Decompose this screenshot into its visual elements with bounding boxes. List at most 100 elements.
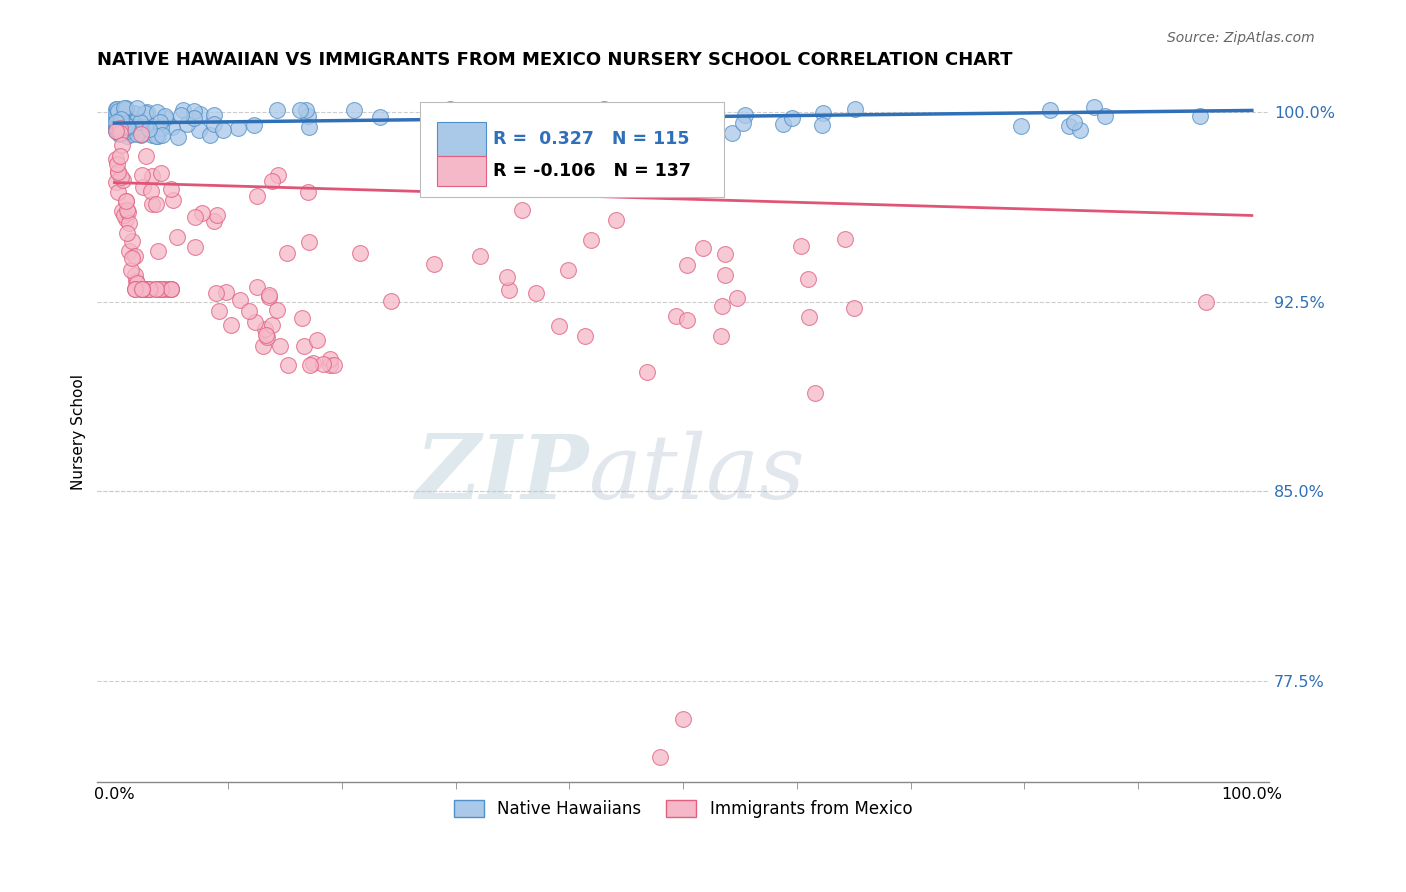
Point [131, 180, 153, 194]
Point [152, 128, 174, 143]
Point [319, 351, 342, 366]
Point [124, 268, 146, 282]
Point [122, 105, 145, 120]
Point [146, 244, 169, 258]
Point [205, 208, 228, 222]
Point [292, 339, 315, 353]
Point [115, 194, 138, 209]
Point [579, 233, 602, 247]
Point [465, 114, 488, 128]
Point [423, 257, 446, 271]
Point [226, 121, 249, 136]
Point [107, 164, 129, 178]
Point [510, 202, 533, 217]
Point [124, 282, 146, 296]
Point [692, 241, 714, 255]
Point [131, 282, 153, 296]
Point [731, 116, 754, 130]
Point [114, 125, 136, 139]
Point [110, 126, 132, 140]
Point [115, 202, 138, 217]
Point [124, 120, 146, 135]
Point [121, 127, 143, 141]
Point [305, 334, 328, 348]
Point [149, 115, 172, 129]
Point [468, 250, 491, 264]
Point [136, 105, 159, 120]
Point [115, 212, 138, 227]
Text: atlas: atlas [589, 431, 806, 517]
Point [105, 107, 128, 121]
Point [134, 105, 156, 120]
Point [451, 103, 474, 117]
Point [672, 712, 695, 726]
Point [120, 263, 142, 277]
Point [138, 120, 160, 135]
Point [676, 125, 699, 139]
Point [380, 293, 402, 308]
Point [107, 122, 129, 136]
Point [115, 119, 138, 133]
Point [191, 206, 214, 220]
Point [200, 128, 222, 142]
Point [124, 120, 146, 135]
FancyBboxPatch shape [437, 156, 486, 186]
Point [269, 339, 291, 353]
Point [797, 310, 820, 324]
Point [110, 112, 132, 126]
Point [129, 114, 152, 128]
Point [118, 216, 141, 230]
Point [299, 358, 322, 372]
Point [208, 304, 231, 318]
Point [120, 113, 142, 128]
Point [160, 120, 183, 134]
Point [112, 209, 135, 223]
Point [370, 110, 392, 124]
Text: NATIVE HAWAIIAN VS IMMIGRANTS FROM MEXICO NURSERY SCHOOL CORRELATION CHART: NATIVE HAWAIIAN VS IMMIGRANTS FROM MEXIC… [97, 51, 1012, 69]
Point [114, 102, 136, 116]
Point [844, 103, 866, 117]
Point [160, 282, 183, 296]
Point [141, 128, 163, 142]
Point [104, 114, 127, 128]
Point [297, 185, 319, 199]
Point [105, 111, 128, 125]
Point [789, 239, 811, 253]
Point [301, 356, 323, 370]
Point [115, 227, 138, 241]
Point [238, 303, 260, 318]
Point [105, 124, 128, 138]
Point [254, 321, 277, 335]
Point [797, 272, 820, 286]
Point [104, 120, 127, 134]
Point [170, 108, 193, 122]
Point [496, 120, 519, 134]
Point [202, 117, 225, 131]
Point [211, 122, 233, 136]
Point [153, 109, 176, 123]
Point [219, 318, 242, 332]
Point [252, 339, 274, 353]
Point [318, 358, 340, 372]
Point [172, 103, 194, 117]
Point [159, 181, 181, 195]
Text: Source: ZipAtlas.com: Source: ZipAtlas.com [1167, 31, 1315, 45]
Point [205, 286, 228, 301]
Text: R =  0.327   N = 115: R = 0.327 N = 115 [494, 130, 690, 148]
Point [804, 385, 827, 400]
Point [714, 268, 737, 282]
Point [772, 117, 794, 131]
Point [295, 103, 318, 118]
Point [636, 127, 658, 141]
Point [202, 214, 225, 228]
Point [114, 103, 136, 117]
Text: R = -0.106   N = 137: R = -0.106 N = 137 [494, 162, 692, 180]
Point [111, 172, 134, 186]
Point [146, 129, 169, 144]
Point [111, 204, 134, 219]
Point [676, 258, 699, 272]
Point [276, 246, 298, 260]
Point [114, 108, 136, 122]
Point [104, 103, 127, 117]
Point [725, 292, 748, 306]
